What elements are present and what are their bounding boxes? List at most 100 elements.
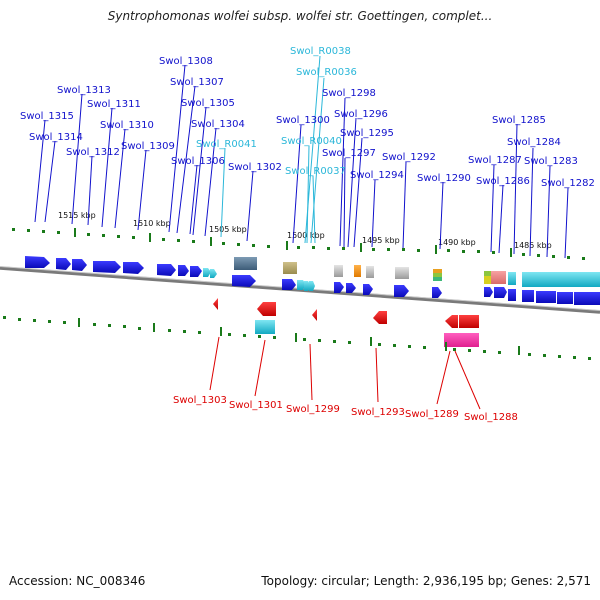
gene-reverse	[373, 311, 387, 324]
gene-label: Swol_1298	[322, 88, 376, 99]
gene-forward	[282, 279, 296, 290]
gene-reverse	[312, 309, 317, 321]
topology-text: Topology: circular; Length: 2,936,195 bp…	[261, 574, 591, 588]
lower-scale-dots	[3, 316, 591, 360]
gene-forward	[72, 259, 87, 271]
feature-block	[234, 257, 257, 270]
gene-label: Swol_1314	[29, 132, 83, 143]
gene-forward	[25, 256, 50, 268]
gene-label: Swol_R0036	[296, 67, 357, 78]
gene-label: Swol_R0041	[196, 139, 257, 150]
gene-forward	[157, 264, 176, 276]
gene-forward	[93, 261, 121, 273]
gene-label: Swol_1307	[170, 77, 224, 88]
gene-forward	[522, 290, 534, 302]
feature-block	[444, 333, 479, 347]
feature-blocks-upper	[234, 257, 506, 284]
gene-label: Swol_1284	[507, 137, 561, 148]
forward-genes	[25, 256, 600, 305]
feature-block	[433, 277, 442, 281]
gene-label: Swol_1290	[417, 173, 471, 184]
gene-label: Swol_1286	[476, 176, 530, 187]
leader-lines-top-rna	[220, 55, 325, 244]
feature-block	[491, 271, 506, 284]
gene-label: Swol_1288	[464, 412, 518, 423]
gene-label: Swol_1293	[351, 407, 405, 418]
gene-reverse	[213, 298, 218, 310]
leader-lines-top	[34, 64, 569, 259]
tick-label: 1505 kbp	[209, 225, 247, 234]
leader-lines-bottom	[209, 336, 481, 410]
feature-block	[484, 276, 491, 284]
gene-forward	[123, 262, 144, 274]
gene-label: Swol_1282	[541, 178, 595, 189]
accession-text: Accession: NC_008346	[9, 574, 146, 588]
feature-block	[433, 269, 442, 273]
gene-forward	[508, 289, 516, 301]
gene-forward	[178, 265, 189, 276]
tick-label: 1485 kbp	[514, 241, 552, 250]
feature-blocks-lower	[255, 320, 479, 347]
gene-label: Swol_1300	[276, 115, 330, 126]
gene-rna	[203, 268, 211, 277]
gene-rna	[508, 272, 516, 285]
gene-label: Swol_1310	[100, 120, 154, 131]
gene-forward	[56, 258, 71, 270]
gene-label: Swol_1285	[492, 115, 546, 126]
gene-reverse	[257, 302, 276, 316]
gene-forward	[536, 291, 556, 303]
gene-label: Swol_1309	[121, 141, 175, 152]
feature-block	[334, 265, 343, 277]
gene-label: Swol_1292	[382, 152, 436, 163]
tick-label: 1490 kbp	[438, 238, 476, 247]
gene-label: Swol_1294	[350, 170, 404, 181]
gene-label: Swol_1297	[322, 148, 376, 159]
gene-label: Swol_1313	[57, 85, 111, 96]
feature-block	[395, 267, 409, 279]
feature-block	[283, 262, 297, 274]
gene-forward	[494, 287, 507, 298]
gene-labels-top: Swol_1315 Swol_1314 Swol_1313 Swol_1312 …	[20, 46, 595, 189]
gene-label: Swol_1315	[20, 111, 74, 122]
gene-label: Swol_R0037	[285, 166, 346, 177]
gene-forward	[190, 266, 202, 277]
gene-label: Swol_1308	[159, 56, 213, 67]
upper-scale-dots	[12, 228, 585, 260]
tick-label: 1495 kbp	[362, 236, 400, 245]
gene-label: Swol_1302	[228, 162, 282, 173]
feature-block	[354, 265, 361, 277]
gene-label: Swol_1283	[524, 156, 578, 167]
gene-rna	[297, 280, 306, 290]
gene-label: Swol_1295	[340, 128, 394, 139]
gene-rna	[309, 281, 315, 291]
gene-forward	[432, 287, 442, 298]
gene-rna	[522, 272, 600, 287]
gene-label: Swol_1304	[191, 119, 245, 130]
gene-label: Swol_1306	[171, 156, 225, 167]
gene-label: Swol_1312	[66, 147, 120, 158]
gene-label: Swol_1305	[181, 98, 235, 109]
tick-label: 1515 kbp	[58, 211, 96, 220]
gene-forward	[232, 275, 256, 287]
reverse-genes	[213, 298, 479, 328]
feature-block	[255, 320, 275, 334]
gene-label: Swol_1301	[229, 400, 283, 411]
tick-label: 1510 kbp	[133, 219, 171, 228]
gene-forward	[334, 282, 344, 293]
rna-genes-forward	[203, 268, 600, 291]
gene-label: Swol_1296	[334, 109, 388, 120]
feature-block	[433, 273, 442, 277]
gene-forward	[574, 292, 600, 305]
gene-reverse	[445, 315, 458, 328]
gene-forward	[363, 284, 373, 295]
gene-label: Swol_1311	[87, 99, 141, 110]
gene-label: Swol_1287	[468, 155, 522, 166]
gene-forward	[484, 287, 493, 297]
gene-labels-bottom: Swol_1303 Swol_1301 Swol_1299 Swol_1293 …	[173, 395, 518, 423]
map-title: Syntrophomonas wolfei subsp. wolfei str.…	[107, 9, 493, 23]
feature-block	[366, 266, 374, 278]
kbp-tick-labels: 1515 kbp 1510 kbp 1505 kbp 1500 kbp 1495…	[58, 211, 552, 250]
gene-reverse	[459, 315, 479, 328]
gene-forward	[346, 283, 356, 293]
